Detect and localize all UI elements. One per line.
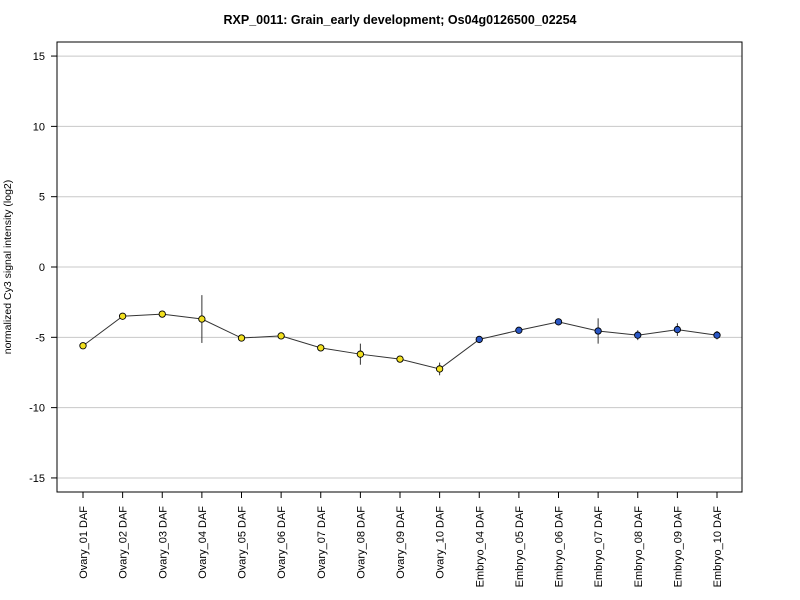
x-tick-label: Ovary_09 DAF (395, 506, 407, 579)
data-point (118, 312, 127, 320)
x-tick-label: Ovary_03 DAF (157, 506, 169, 579)
chart-title: RXP_0011: Grain_early development; Os04g… (223, 13, 577, 27)
x-axis-ticks: Ovary_01 DAF Ovary_02 DAF Ovary_03 DAF Ovar… (78, 492, 724, 587)
x-tick-label: Ovary_02 DAF (118, 506, 130, 579)
data-points (79, 310, 721, 373)
data-point (356, 350, 365, 358)
y-axis-ticks: 15 10 5 0 -5 -10 -15 (29, 51, 57, 485)
x-tick-label: Embryo_04 DAF (474, 506, 486, 588)
data-point (396, 355, 404, 363)
data-point (515, 326, 523, 334)
data-point (594, 327, 602, 335)
y-axis-label: normalized Cy3 signal intensity (log2) (2, 180, 14, 355)
data-point (79, 342, 87, 350)
x-tick-label: Embryo_05 DAF (514, 506, 526, 588)
x-tick-label: Embryo_07 DAF (593, 506, 605, 588)
error-bars (82, 295, 718, 376)
x-tick-label: Ovary_04 DAF (197, 506, 209, 579)
plot-frame (56, 41, 743, 493)
x-tick-label: Ovary_10 DAF (435, 506, 447, 579)
y-tick-label: 0 (39, 262, 45, 274)
x-tick-label: Embryo_06 DAF (554, 506, 566, 588)
grid-lines (57, 55, 742, 479)
x-tick-label: Embryo_09 DAF (672, 506, 684, 588)
data-point (158, 310, 166, 318)
data-point (673, 325, 682, 334)
x-tick-label: Embryo_08 DAF (633, 506, 645, 588)
x-tick-label: Ovary_01 DAF (78, 506, 90, 579)
y-tick-label: -15 (29, 473, 45, 485)
data-point (475, 335, 483, 344)
data-point (237, 334, 246, 342)
y-tick-label: 10 (33, 121, 45, 133)
data-point (435, 365, 444, 373)
data-point (277, 332, 285, 340)
data-point (713, 331, 721, 339)
y-tick-label: 15 (33, 51, 45, 63)
data-point (198, 315, 206, 323)
x-tick-label: Ovary_06 DAF (276, 506, 288, 579)
x-tick-label: Ovary_05 DAF (237, 506, 249, 579)
y-tick-label: 5 (39, 192, 45, 204)
x-tick-label: Ovary_07 DAF (316, 506, 328, 579)
data-point (554, 318, 563, 326)
x-tick-label: Ovary_08 DAF (355, 506, 367, 579)
y-tick-label: -5 (35, 332, 45, 344)
x-tick-label: Embryo_10 DAF (712, 506, 724, 588)
data-point (317, 344, 325, 352)
data-point (634, 331, 642, 339)
y-tick-label: -10 (29, 403, 45, 415)
